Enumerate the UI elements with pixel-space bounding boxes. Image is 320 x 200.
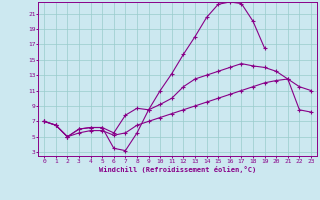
X-axis label: Windchill (Refroidissement éolien,°C): Windchill (Refroidissement éolien,°C) bbox=[99, 166, 256, 173]
